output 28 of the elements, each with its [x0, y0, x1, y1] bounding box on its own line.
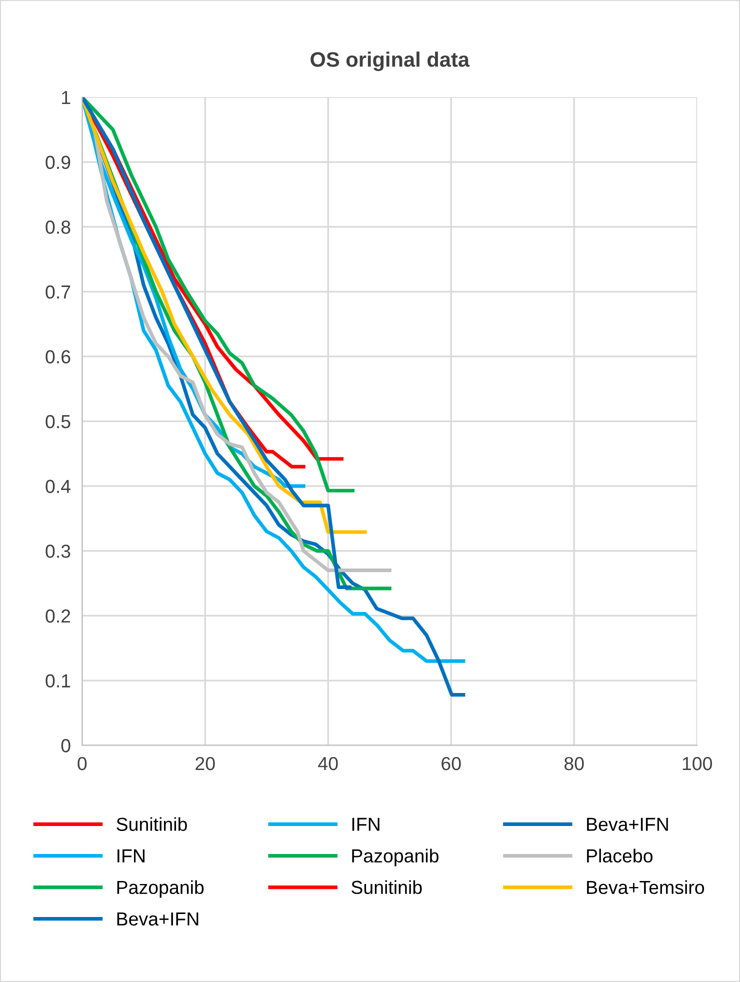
legend-label: Pazopanib	[117, 880, 204, 898]
y-tick-label: 0.3	[46, 544, 70, 558]
legend-label: IFN	[352, 818, 380, 831]
y-tick-label: 0.2	[46, 609, 70, 623]
y-tick-label: 0.5	[46, 414, 70, 428]
y-tick-label: 0.8	[46, 220, 70, 234]
x-tick-label: 60	[442, 756, 461, 770]
chart-title: OS original data	[310, 52, 470, 72]
legend-label: Beva+IFN	[117, 912, 198, 926]
y-tick-label: 0.4	[46, 480, 70, 494]
legend-label: Beva+IFN	[587, 818, 668, 831]
legend-label: Sunitinib	[352, 880, 422, 894]
y-tick-label: 1	[62, 91, 70, 104]
y-tick-label: 0	[61, 739, 70, 752]
x-tick-label: 20	[196, 756, 215, 770]
x-tick-label: 0	[78, 756, 87, 770]
y-tick-label: 0.1	[46, 674, 70, 688]
legend-label: Pazopanib	[352, 848, 438, 866]
legend-label: Placebo	[587, 848, 652, 863]
legend-label: Sunitinib	[116, 817, 187, 831]
legend-label: Beva+Temsiro	[587, 880, 704, 894]
x-tick-label: 100	[682, 756, 712, 770]
x-tick-label: 80	[564, 756, 584, 770]
y-tick-label: 0.7	[46, 285, 70, 299]
y-tick-label: 0.6	[46, 350, 70, 364]
legend-label: IFN	[118, 849, 144, 862]
x-tick-label: 40	[318, 756, 338, 770]
y-tick-label: 0.9	[46, 156, 70, 170]
